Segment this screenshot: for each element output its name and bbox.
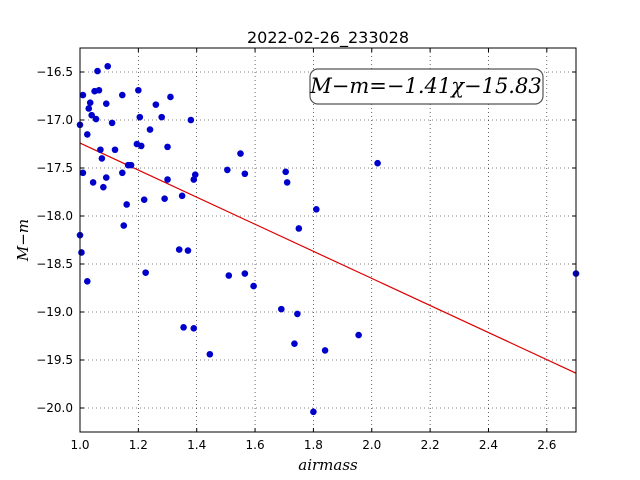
data-point <box>291 340 298 347</box>
x-gridlines <box>79 48 548 432</box>
x-tick-label: 2.6 <box>537 438 556 452</box>
data-point <box>294 310 301 318</box>
data-point <box>88 111 95 119</box>
x-ticks: 1.0 1.2 1.4 1.6 1.8 2.0 2.2 2.4 2.6 <box>70 48 556 452</box>
fit-line <box>79 142 577 374</box>
data-point <box>135 86 142 94</box>
data-point <box>83 277 91 285</box>
x-tick-label: 1.6 <box>246 438 265 452</box>
data-point <box>310 408 317 416</box>
data-point <box>206 350 214 358</box>
y-tick-label: −17.0 <box>36 113 73 127</box>
y-tick-label: −16.5 <box>36 65 73 79</box>
data-point <box>224 166 231 174</box>
fit-equation: M−m=−1.41χ−15.83 <box>309 74 541 98</box>
data-point <box>123 201 130 208</box>
x-tick-label: 2.0 <box>362 438 381 452</box>
data-point <box>104 62 112 70</box>
data-point <box>136 113 144 121</box>
data-point <box>282 168 289 176</box>
data-point <box>180 324 187 331</box>
data-point <box>278 305 285 313</box>
data-point <box>241 170 249 178</box>
data-point <box>164 176 171 183</box>
data-point <box>161 195 168 203</box>
x-axis-label: airmass <box>298 456 358 474</box>
data-point <box>167 93 174 101</box>
x-tick-label: 1.2 <box>129 438 148 452</box>
data-point <box>89 179 97 186</box>
data-point <box>187 116 195 124</box>
data-point <box>86 99 94 107</box>
plot-frame <box>79 47 577 433</box>
data-point <box>119 91 126 99</box>
y-tick-label: −18.5 <box>36 257 73 271</box>
data-point <box>98 155 106 162</box>
data-point <box>321 347 329 354</box>
x-tick-label: 2.4 <box>479 438 498 452</box>
y-tick-label: −20.0 <box>36 401 73 415</box>
plot-area: M−m=−1.41χ−15.83 1.0 1.2 1.4 1.6 1.8 2.0 2.2 2.… <box>36 47 580 452</box>
data-point <box>79 91 87 99</box>
y-tick-label: −17.5 <box>36 161 73 175</box>
data-point <box>85 105 93 112</box>
data-point <box>120 222 128 229</box>
data-point <box>152 101 160 108</box>
data-point <box>190 325 198 332</box>
data-point <box>178 192 186 200</box>
data-point <box>283 179 291 186</box>
data-point <box>191 171 199 179</box>
data-point <box>95 86 103 94</box>
x-tick-label: 1.4 <box>187 438 206 452</box>
data-point <box>225 272 233 279</box>
data-point <box>146 126 154 133</box>
data-point <box>83 131 91 138</box>
data-point <box>140 196 148 203</box>
y-tick-label: −19.5 <box>36 353 73 367</box>
data-point <box>374 159 381 167</box>
data-point <box>250 282 257 290</box>
data-point <box>164 143 171 151</box>
annotation-box: M−m=−1.41χ−15.83 <box>309 68 544 105</box>
data-point <box>175 246 183 253</box>
data-point <box>108 119 116 127</box>
data-point <box>127 161 135 169</box>
data-point <box>111 146 119 154</box>
data-point <box>313 205 320 213</box>
data-point <box>137 142 145 150</box>
plot-background <box>80 48 576 432</box>
x-tick-label: 1.0 <box>70 438 89 452</box>
fit-layer <box>79 142 577 374</box>
y-tick-label: −19.0 <box>36 305 73 319</box>
data-point <box>102 174 110 181</box>
data-point <box>100 183 107 191</box>
annotation-frame <box>309 68 544 105</box>
data-point <box>78 249 85 256</box>
data-point <box>241 270 249 277</box>
data-point <box>92 115 100 123</box>
data-point <box>142 269 149 276</box>
y-ticks: −16.5 −17.0 −17.5 −18.0 −18.5 −19.0 −19.5 −20.0 <box>36 65 576 415</box>
data-point <box>119 169 126 177</box>
y-axis-label: M−m <box>14 219 32 262</box>
data-point <box>79 169 87 177</box>
data-point <box>184 247 192 254</box>
data-point <box>158 113 165 121</box>
data-point <box>97 146 104 154</box>
data-point <box>355 331 362 339</box>
data-point <box>295 225 303 232</box>
chart-title: 2022-02-26_233028 <box>247 28 409 48</box>
x-tick-label: 1.8 <box>304 438 323 452</box>
data-point <box>102 100 110 107</box>
data-point <box>94 67 101 75</box>
data-point <box>237 150 244 157</box>
data-points <box>76 62 580 416</box>
x-tick-label: 2.2 <box>421 438 440 452</box>
y-tick-label: −18.0 <box>36 209 73 223</box>
